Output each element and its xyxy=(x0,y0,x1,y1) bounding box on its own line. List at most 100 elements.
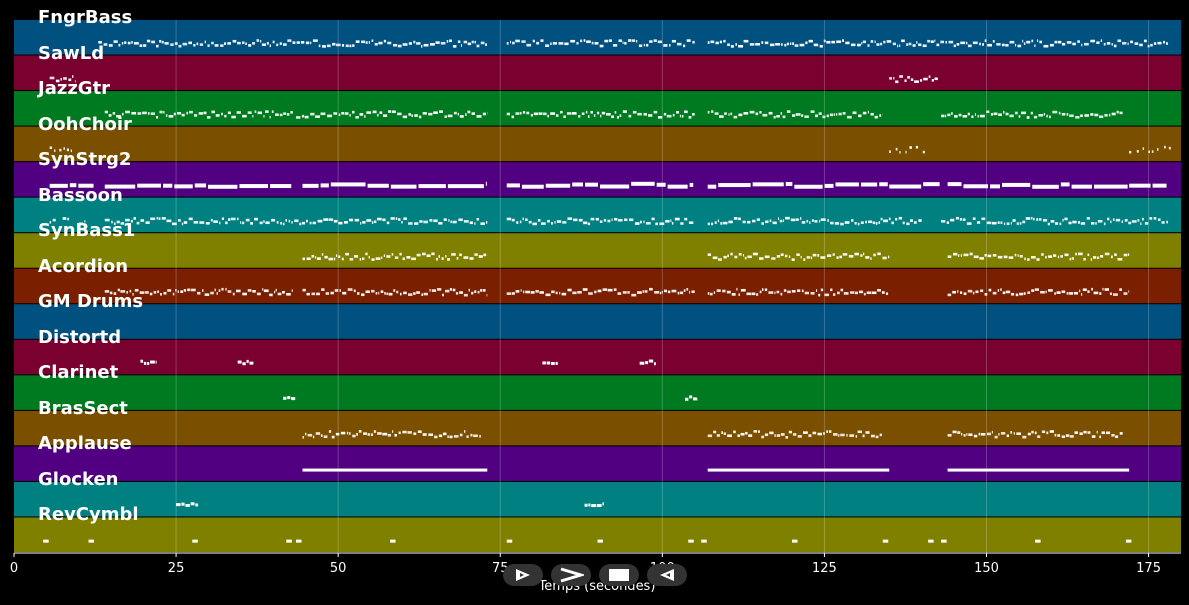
note xyxy=(161,40,164,44)
note xyxy=(442,293,444,297)
note xyxy=(648,114,653,117)
note xyxy=(676,111,680,114)
note xyxy=(994,435,998,439)
note xyxy=(377,217,382,221)
note xyxy=(1057,434,1061,437)
track-label: Distortd xyxy=(38,326,122,348)
note xyxy=(390,217,395,220)
note xyxy=(161,217,166,220)
note xyxy=(556,220,562,223)
note xyxy=(946,221,950,224)
note xyxy=(321,288,325,291)
note xyxy=(276,43,279,47)
note xyxy=(919,79,923,82)
note xyxy=(136,221,140,225)
note xyxy=(247,289,252,292)
note xyxy=(774,291,776,295)
note xyxy=(54,149,56,152)
note xyxy=(878,221,881,224)
note xyxy=(512,41,515,45)
forward-button[interactable] xyxy=(551,564,591,586)
note xyxy=(155,44,159,48)
note xyxy=(1162,40,1166,44)
note xyxy=(654,291,660,294)
note xyxy=(1052,254,1057,257)
note xyxy=(359,113,364,116)
note xyxy=(1119,111,1123,115)
note xyxy=(790,218,796,222)
note xyxy=(909,146,912,149)
track-lane xyxy=(14,410,1181,446)
note xyxy=(180,290,184,294)
note xyxy=(49,146,53,150)
note xyxy=(429,288,431,292)
note xyxy=(270,184,292,189)
note xyxy=(764,433,769,437)
note xyxy=(561,292,567,296)
note xyxy=(547,219,550,223)
note xyxy=(781,43,783,46)
note xyxy=(733,115,738,119)
note xyxy=(416,253,421,257)
note xyxy=(351,110,355,114)
note xyxy=(895,147,898,151)
note xyxy=(835,113,838,116)
note xyxy=(707,222,710,226)
note xyxy=(109,291,113,295)
play-button[interactable] xyxy=(503,564,543,586)
note xyxy=(1091,287,1093,291)
note xyxy=(972,291,975,295)
note xyxy=(723,255,727,259)
track-lane xyxy=(14,197,1181,233)
note xyxy=(1099,435,1102,439)
note xyxy=(581,112,585,116)
note xyxy=(824,183,834,188)
stop-button[interactable] xyxy=(599,564,639,586)
note xyxy=(317,219,323,223)
note xyxy=(394,256,399,260)
note xyxy=(257,111,262,115)
note xyxy=(583,221,588,225)
note xyxy=(986,221,992,225)
note xyxy=(397,44,402,48)
x-tick-label: 150 xyxy=(974,561,999,576)
note xyxy=(149,292,153,296)
note xyxy=(221,287,224,291)
note xyxy=(377,432,382,435)
note xyxy=(526,111,530,115)
note xyxy=(1090,39,1096,43)
note xyxy=(566,112,572,115)
note xyxy=(957,431,961,434)
note xyxy=(611,115,615,119)
note xyxy=(1046,431,1049,435)
note xyxy=(438,434,443,438)
note xyxy=(879,433,882,437)
note xyxy=(564,42,569,46)
note xyxy=(803,258,806,261)
note xyxy=(466,435,469,438)
note xyxy=(206,116,211,119)
note xyxy=(150,217,156,221)
track-label: Bassoon xyxy=(38,184,123,206)
note xyxy=(215,114,220,117)
note xyxy=(311,292,316,296)
note xyxy=(643,113,648,116)
note xyxy=(645,222,651,225)
note xyxy=(1048,115,1051,119)
note xyxy=(437,288,442,291)
note xyxy=(221,112,223,116)
note xyxy=(857,222,860,226)
note xyxy=(170,43,174,46)
note xyxy=(727,254,729,258)
rewind-button[interactable] xyxy=(647,564,687,586)
note xyxy=(956,42,960,46)
note xyxy=(733,430,736,434)
note xyxy=(148,112,150,115)
note xyxy=(764,41,769,45)
note xyxy=(1035,539,1041,543)
note xyxy=(471,40,474,44)
note xyxy=(743,39,749,43)
note xyxy=(1096,41,1100,44)
note xyxy=(307,433,313,437)
note xyxy=(740,432,745,436)
